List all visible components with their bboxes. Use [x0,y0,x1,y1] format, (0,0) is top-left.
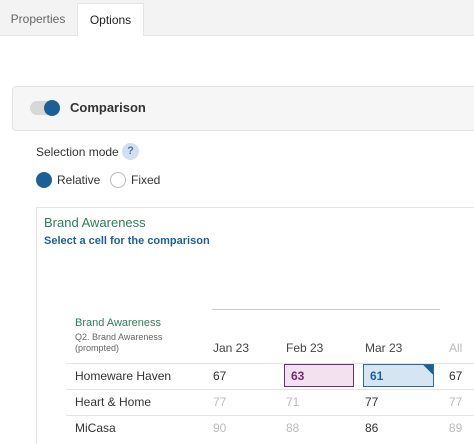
label: Selection mode [36,145,119,159]
row-divider [66,389,474,390]
tab[interactable]: Properties [10,12,66,26]
column-header: Jan 23 [213,341,250,355]
radio-group [36,172,126,188]
table-cell[interactable]: 67 [213,369,227,383]
card-title: Brand Awareness [44,215,146,230]
table-cell[interactable]: 86 [365,421,379,435]
radio[interactable] [110,172,126,188]
help-icon[interactable]: ? [122,143,139,160]
column-header: All [449,341,463,355]
table-cell[interactable]: 71 [286,395,300,409]
row-divider [66,415,474,416]
row-divider [66,363,474,364]
table-cell[interactable]: 89 [449,421,463,435]
table-cell[interactable]: 77 [449,395,463,409]
column-header: Feb 23 [286,341,324,355]
card [36,207,474,444]
card-subtitle: Select a cell for the comparison [44,235,210,247]
tab-active[interactable]: Options [77,3,144,36]
radio-label[interactable]: Fixed [131,173,161,187]
comparison-panel [12,86,474,131]
table-cell[interactable]: 61 [363,364,434,387]
radio-selected[interactable] [36,172,52,188]
row-label: Heart & Home [75,395,152,409]
row-label: MiCasa [75,421,116,435]
table-cell[interactable]: 77 [213,395,227,409]
table-cell[interactable]: 63 [284,364,354,387]
table-title: Brand Awareness [75,317,162,329]
radio-label[interactable]: Relative [57,173,101,187]
divider [212,309,440,310]
toggle[interactable] [28,98,64,118]
table-question: Q2. Brand Awareness (prompted) [75,332,163,353]
table-cell[interactable]: 67 [449,369,463,383]
table-cell[interactable]: 77 [365,395,379,409]
panel-title: Comparison [70,100,146,115]
column-header: Mar 23 [365,341,403,355]
table-cell[interactable]: 88 [286,421,300,435]
row-label: Homeware Haven [75,369,172,383]
table-cell[interactable]: 90 [213,421,227,435]
